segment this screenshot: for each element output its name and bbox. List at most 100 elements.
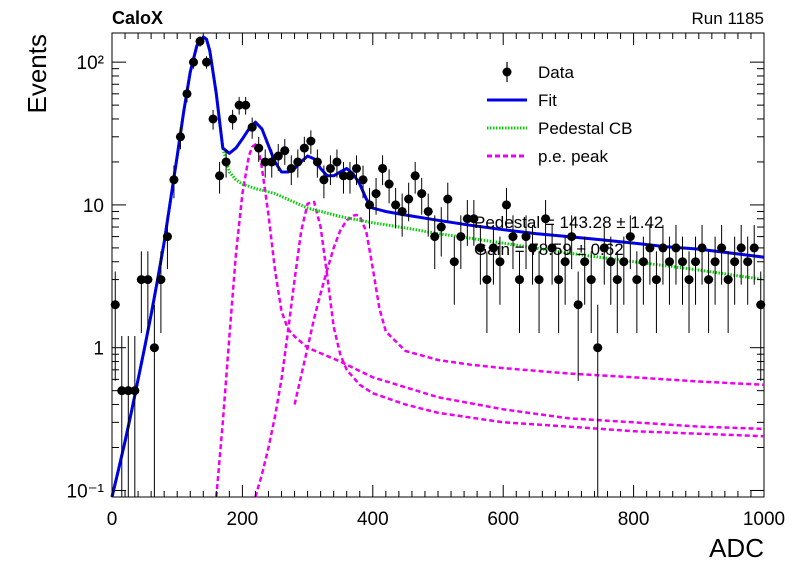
data-point [475,224,485,285]
header-left-label: CaloX [112,8,163,28]
data-point [241,96,251,115]
data-point [710,236,720,305]
data-point [501,187,511,229]
x-tick-label: 400 [357,509,389,530]
data-point [286,155,296,186]
data-point [260,149,270,178]
data-point [515,251,524,333]
data-point [488,224,498,285]
data-point [358,165,368,199]
data-point [312,149,322,178]
data-point [495,236,505,305]
data-point [456,215,466,270]
data-point [436,207,446,257]
data-point [208,109,218,130]
data-point [410,161,420,194]
y-tick-label: 10² [77,53,104,74]
data-point [267,149,277,178]
data-point [215,161,225,194]
x-tick-label: 200 [227,509,259,530]
data-point [417,177,427,215]
data-point [332,149,342,178]
data-point [345,161,355,194]
data-point [632,251,642,333]
legend-label-data: Data [538,63,574,82]
data-point [521,215,531,270]
data-point [397,193,407,237]
data-point [586,251,596,333]
data-point [684,251,694,333]
data-point [482,251,492,333]
x-axis-label: ADC [709,533,764,563]
data-point [143,251,153,333]
data-point [182,86,192,103]
data-point [580,236,590,305]
data-point [651,251,661,333]
data-point [554,251,564,333]
data-point [717,224,727,285]
data-point [280,139,290,165]
legend-label-pe: p.e. peak [538,147,608,166]
data-point [638,236,648,305]
data-point [247,117,257,139]
data-point [156,251,166,333]
data-point [189,56,198,69]
data-point [430,215,440,270]
data-point [645,224,655,285]
data-point [443,182,453,222]
data-point [221,149,231,178]
data-point [123,336,133,497]
data-point [306,130,316,155]
x-tick-label: 800 [618,509,650,530]
x-tick-label: 0 [107,509,118,530]
data-point [175,126,185,150]
fit-result-line-1: Pedestal = 143.28 ± 1.42 [474,213,663,232]
header-right-label: Run 1185 [692,9,764,28]
tick-layer: 0 200 400 600 800 1000 10⁻¹ 1 10 10² [67,33,785,530]
pe-peak-curve-2 [254,200,765,498]
data-point [352,155,361,186]
data-point [423,193,433,237]
data-point [338,161,348,194]
data-point [736,224,746,285]
data-point [319,165,329,199]
curve-layer [110,35,765,498]
data-point [149,304,159,497]
data-point [384,169,394,204]
x-tick-label: 1000 [743,509,785,530]
data-point [547,224,557,285]
data-point [599,224,609,285]
data-point [743,236,753,305]
data-point [169,165,179,199]
data-point [567,215,577,270]
data-point [391,187,401,229]
data-point [202,56,212,69]
data-point [117,336,127,497]
data-point [671,224,681,285]
data-point [573,271,583,381]
data-point [299,136,309,162]
legend: Data Fit Pedestal CB p.e. peak [487,62,633,166]
data-point [658,224,668,285]
pe-peak-curve-1 [215,143,765,498]
data-point [254,136,264,162]
y-tick-label: 1 [93,339,104,360]
data-point [541,199,551,246]
data-point [228,109,238,130]
data-point [664,236,674,305]
data-point [534,251,544,333]
legend-label-fit: Fit [538,91,557,110]
data-point [560,236,570,305]
legend-label-pedestal: Pedestal CB [538,119,633,138]
data-point [273,144,283,171]
data-point [730,236,740,305]
data-point [293,149,303,178]
data-point [371,177,381,215]
data-point [704,251,714,333]
x-tick-label: 600 [487,509,519,530]
data-point [612,251,622,333]
data-point [528,224,538,285]
